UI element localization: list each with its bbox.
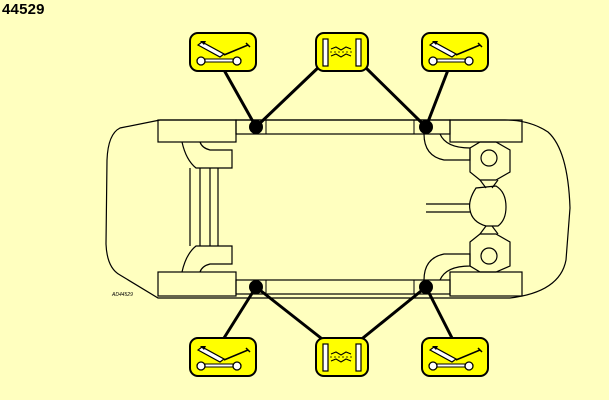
vehicle-jack-icon bbox=[421, 337, 489, 377]
front-right-bumper bbox=[449, 271, 523, 297]
left-sill-rail bbox=[235, 119, 451, 135]
leader-lines bbox=[222, 62, 454, 344]
lifting-point-rear-left bbox=[249, 120, 263, 134]
vehicle-jack-icon bbox=[189, 32, 257, 72]
front-suspension-structure bbox=[423, 133, 511, 281]
two-post-lift-icon bbox=[315, 337, 369, 377]
front-left-bumper bbox=[449, 119, 523, 143]
lifting-point-rear-right bbox=[249, 280, 263, 294]
rear-axle-structure bbox=[181, 141, 233, 273]
two-post-lift-icon bbox=[315, 32, 369, 72]
right-sill-rail bbox=[235, 279, 451, 295]
rear-right-bumper bbox=[157, 271, 237, 297]
vehicle-jack-icon bbox=[189, 337, 257, 377]
figure-number: 44529 bbox=[2, 1, 45, 18]
rear-left-bumper bbox=[157, 119, 237, 143]
lifting-point-front-right bbox=[419, 280, 433, 294]
vehicle-body-outline bbox=[105, 119, 571, 299]
figure-code: AD44529 bbox=[112, 292, 133, 298]
lifting-point-front-left bbox=[419, 120, 433, 134]
vehicle-jack-icon bbox=[421, 32, 489, 72]
